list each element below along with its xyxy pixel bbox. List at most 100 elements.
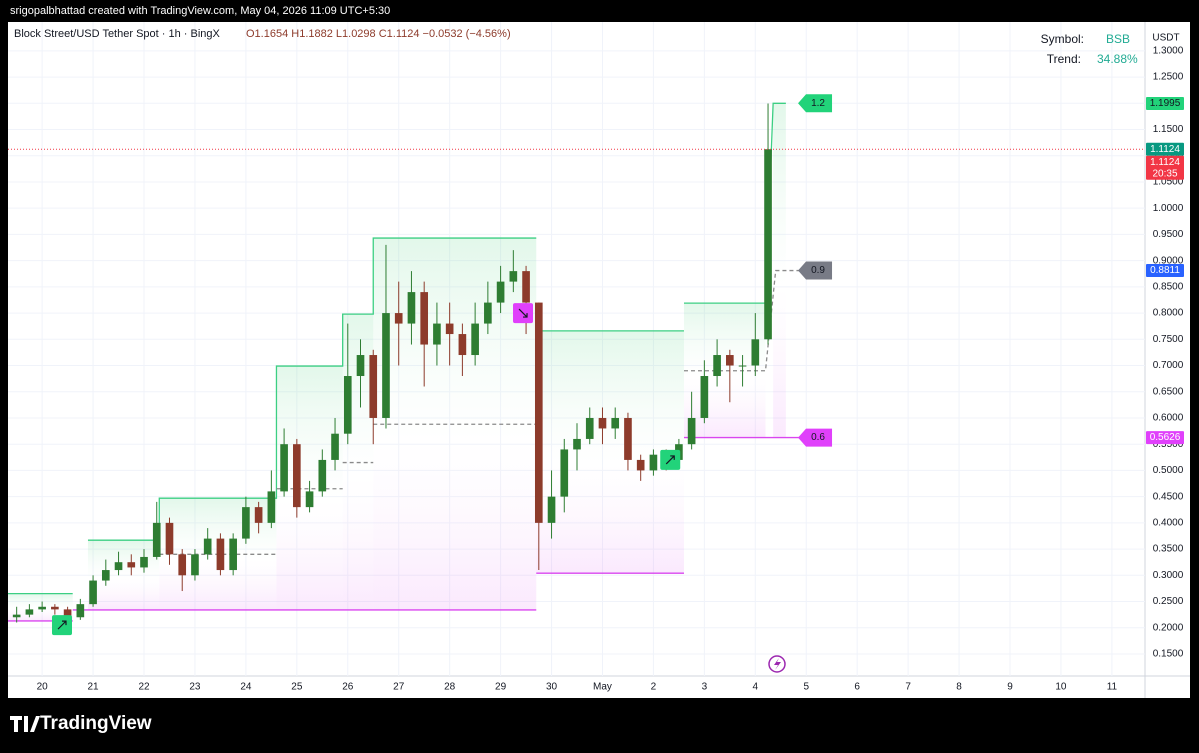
zone-fill [87, 540, 160, 610]
candle-body [331, 433, 339, 460]
candle-body [433, 323, 441, 345]
price-tag [1146, 264, 1184, 278]
credit: srigopalbhattad created with TradingView… [10, 5, 390, 17]
x-tick-label: 3 [702, 682, 708, 693]
y-tick-label: 1.3000 [1153, 45, 1184, 56]
candle-body [713, 355, 721, 377]
plot: 1.2 0.9 0.6 [8, 94, 1145, 636]
x-tick-label: 5 [803, 682, 809, 693]
signal [513, 303, 534, 324]
zone-fill [773, 103, 786, 438]
level-label-box [798, 94, 833, 113]
level-label: 1.2 [811, 98, 825, 109]
candle-body [203, 538, 212, 555]
signal [51, 615, 72, 636]
candle-body [484, 302, 492, 324]
candle-body [598, 417, 607, 429]
candle-body [751, 339, 760, 366]
candle-body [114, 562, 123, 571]
y-tick-label: 0.2500 [1153, 596, 1184, 607]
candle-body [101, 570, 110, 581]
candle-body [687, 417, 696, 445]
candle-body [254, 507, 263, 523]
symbol-title: Block Street/USD Tether Spot · 1h · Bing… [14, 28, 220, 40]
candle-body [293, 444, 301, 508]
candle-body [63, 609, 72, 618]
candle-body [12, 614, 21, 618]
x-tick-label: 10 [1055, 682, 1067, 693]
y-tick-label: 1.0000 [1153, 203, 1184, 214]
y-tick-label: 0.2000 [1153, 622, 1184, 633]
x-tick-label: 11 [1107, 682, 1118, 693]
y-tick-label: 0.3000 [1153, 570, 1184, 581]
price-tag [1146, 155, 1184, 180]
price-tag-label: 1.1124 [1150, 157, 1180, 168]
brand: TradingView [40, 713, 152, 734]
y-tick-label: 0.4500 [1153, 491, 1184, 502]
candle-body [152, 522, 161, 557]
zone-fill [683, 303, 766, 438]
candle-body [267, 491, 276, 523]
candle-body [738, 365, 747, 367]
y-tick-label: 0.5500 [1153, 439, 1184, 450]
price-tag-label: 0.8811 [1150, 265, 1180, 276]
price-tag-label: 1.1995 [1150, 98, 1181, 109]
candle-body [191, 554, 199, 576]
candle-body [458, 334, 467, 356]
candle-body [407, 292, 416, 324]
x-tick-label: 20 [37, 682, 49, 693]
price-tag [1146, 142, 1184, 156]
x-tick-label: May [593, 682, 612, 693]
y-tick-label: 0.7500 [1153, 334, 1184, 345]
candle-body [242, 507, 250, 539]
x-tick-label: 29 [495, 682, 507, 693]
candle-body [700, 376, 709, 418]
y-tick-label: 0.4000 [1153, 517, 1184, 528]
x-tick-label: 7 [905, 682, 911, 693]
candle-body [343, 376, 352, 434]
candle-body [764, 149, 772, 340]
info-label: Symbol: [1041, 32, 1084, 46]
x-tick-label: 28 [444, 682, 456, 693]
candle-body [305, 491, 314, 508]
candle-body [229, 538, 237, 571]
x-tick-label: 25 [291, 682, 303, 693]
candle-body [165, 522, 174, 555]
signal-arrow [57, 620, 67, 630]
candle-body [369, 355, 378, 418]
x-tick-label: 9 [1007, 682, 1013, 693]
countdown: 20:35 [1152, 168, 1177, 179]
info-value: 34.88% [1097, 52, 1138, 66]
price-tag [1146, 97, 1184, 111]
signal [660, 449, 681, 470]
info-value: BSB [1106, 32, 1130, 46]
y-tick-label: 0.3500 [1153, 544, 1184, 555]
candle-body [38, 606, 46, 610]
candle-body [51, 606, 59, 610]
candle-body [624, 417, 632, 460]
y-tick-label: 0.8000 [1153, 308, 1184, 319]
y-tick-label: 0.7000 [1153, 360, 1184, 371]
price-tag [1146, 431, 1184, 445]
candle-body [356, 355, 365, 377]
candle-body [216, 538, 225, 571]
x-tick-label: 8 [956, 682, 962, 693]
candle-body [560, 449, 569, 497]
level-label-box [798, 261, 833, 280]
alert-icon[interactable] [768, 655, 786, 673]
candle-body [25, 609, 34, 615]
y-tick-label: 0.9000 [1153, 255, 1184, 266]
signal-arrow [518, 308, 528, 318]
candle-body [636, 459, 645, 471]
level-label: 0.6 [811, 432, 825, 443]
candle-body [522, 271, 530, 303]
x-tick-label: 4 [753, 682, 759, 693]
candle-body [573, 438, 581, 450]
y-tick-label: 0.8500 [1153, 281, 1184, 292]
brand-logo [10, 716, 40, 732]
x-tick-label: 30 [546, 682, 558, 693]
x-tick-label: 26 [342, 682, 354, 693]
level-label-box [798, 428, 833, 447]
candle-body [178, 554, 187, 576]
level-line [87, 237, 537, 541]
